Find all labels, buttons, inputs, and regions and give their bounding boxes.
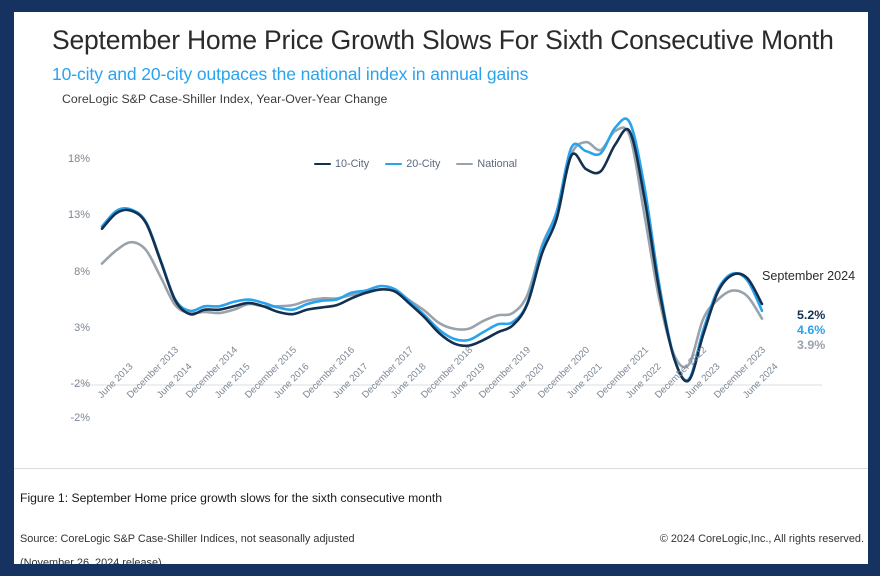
line-chart-plot	[74, 117, 822, 386]
legend-item[interactable]: 20-City	[385, 158, 440, 170]
chart-card: September Home Price Growth Slows For Si…	[14, 12, 868, 564]
release-text: (November 26, 2024 release)	[20, 557, 162, 564]
page-subtitle: 10-city and 20-city outpaces the nationa…	[52, 63, 529, 84]
y-axis-tick-label: 18%	[67, 153, 90, 166]
legend-item[interactable]: 10-City	[314, 158, 369, 170]
legend-item[interactable]: National	[456, 158, 517, 170]
figure-caption: Figure 1: September Home price growth sl…	[20, 491, 443, 505]
legend-swatch-icon	[385, 162, 403, 166]
series-line-10-city	[100, 127, 764, 383]
legend-label: 20-City	[406, 158, 441, 170]
series-line-20-city	[100, 117, 764, 382]
header: September Home Price Growth Slows For Si…	[52, 24, 842, 106]
legend-label: National	[477, 158, 518, 170]
y-axis-tick-label: 13%	[67, 209, 90, 222]
copyright-text: © 2024 CoreLogic,Inc., All rights reserv…	[659, 533, 864, 545]
footer-divider	[14, 468, 868, 469]
annotation-value-10city: 5.2%	[797, 308, 826, 322]
annotation-value-20city: 4.6%	[797, 323, 826, 337]
page-title: September Home Price Growth Slows For Si…	[52, 25, 834, 55]
y-axis-tick-label: -2%	[70, 378, 90, 390]
y-axis-tick-label: 8%	[74, 265, 90, 278]
legend-swatch-icon	[456, 162, 474, 166]
y-axis-tick-label: 3%	[74, 321, 90, 334]
series-line-national	[100, 126, 764, 369]
chart-source-note: CoreLogic S&P Case-Shiller Index, Year-O…	[62, 91, 388, 106]
annotation-value-national: 3.9%	[797, 338, 826, 352]
legend-label: 10-City	[335, 158, 370, 170]
y-axis-tick-label: -2%	[70, 412, 90, 424]
annotation-date-label: September 2024	[762, 269, 856, 283]
source-text: Source: CoreLogic S&P Case-Shiller Indic…	[20, 533, 355, 545]
legend-swatch-icon	[314, 162, 331, 166]
chart-legend: 10-City 20-City National	[314, 158, 517, 170]
